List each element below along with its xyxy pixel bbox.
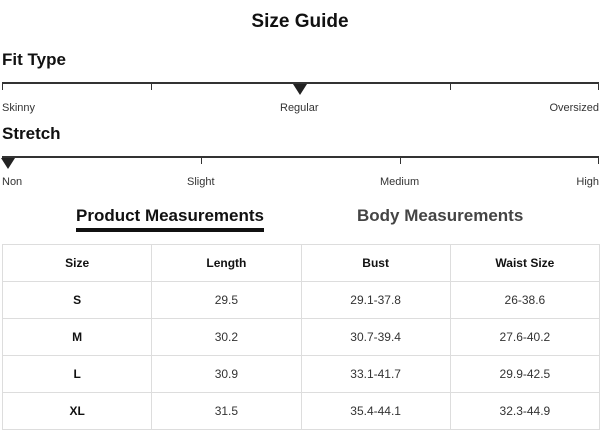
cell-length: 31.5 [151,392,302,430]
tick [598,157,599,164]
cell-size: L [1,355,153,393]
stretch-heading: Stretch [2,124,61,143]
cell-bust: 30.7-39.4 [300,318,451,356]
stretch-marker-icon [1,158,15,169]
stretch-label-slight: Slight [187,176,215,188]
stretch-label-medium: Medium [380,176,420,188]
tick [201,157,202,164]
tab-product-measurements[interactable]: Product Measurements [76,206,264,232]
cell-bust: 35.4-44.1 [300,392,451,430]
table-header-row: Size Length Bust Waist Size [1,244,600,282]
tick [2,83,3,90]
fit-type-heading: Fit Type [2,50,66,69]
stretch-label-non: Non [2,176,23,188]
fit-label-regular: Regular [280,102,319,114]
tick [598,83,599,90]
cell-length: 30.2 [151,318,302,356]
tick [400,157,401,164]
cell-waist: 32.3-44.9 [449,392,600,430]
cell-length: 30.9 [151,355,302,393]
tick [450,83,451,90]
cell-size: M [1,318,153,356]
cell-size: S [1,281,153,319]
header-length: Length [151,244,302,282]
table-row: M 30.2 30.7-39.4 27.6-40.2 [1,318,600,356]
fit-type-scale [2,82,599,84]
fit-label-skinny: Skinny [2,102,36,114]
size-table: Size Length Bust Waist Size S 29.5 29.1-… [1,244,600,430]
cell-waist: 27.6-40.2 [449,318,600,356]
header-bust: Bust [300,244,451,282]
tick [151,83,152,90]
fit-type-marker-icon [293,84,307,95]
stretch-label-high: High [576,176,599,188]
cell-bust: 33.1-41.7 [300,355,451,393]
page-title: Size Guide [251,11,349,32]
header-size: Size [1,244,153,282]
table-row: S 29.5 29.1-37.8 26-38.6 [1,281,600,319]
cell-bust: 29.1-37.8 [300,281,451,319]
header-waist: Waist Size [449,244,600,282]
stretch-scale [2,156,599,158]
cell-size: XL [1,392,153,430]
cell-waist: 29.9-42.5 [449,355,600,393]
table-row: L 30.9 33.1-41.7 29.9-42.5 [1,355,600,393]
tab-body-measurements[interactable]: Body Measurements [357,206,524,225]
cell-waist: 26-38.6 [449,281,600,319]
table-row: XL 31.5 35.4-44.1 32.3-44.9 [1,392,600,430]
fit-label-oversized: Oversized [549,102,599,114]
cell-length: 29.5 [151,281,302,319]
